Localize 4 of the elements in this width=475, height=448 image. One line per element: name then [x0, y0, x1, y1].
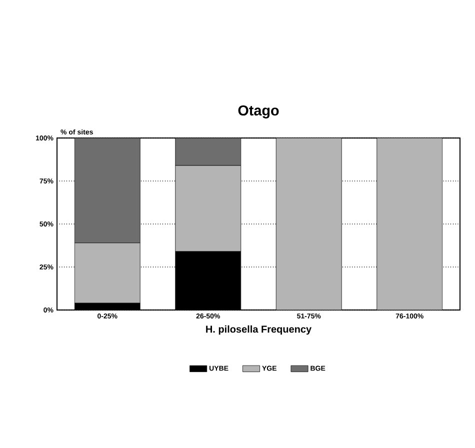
bar: [175, 138, 242, 166]
bar: [74, 138, 140, 244]
x-axis-title: H. pilosella Frequency: [206, 325, 312, 335]
chart-title: Otago: [238, 105, 279, 118]
